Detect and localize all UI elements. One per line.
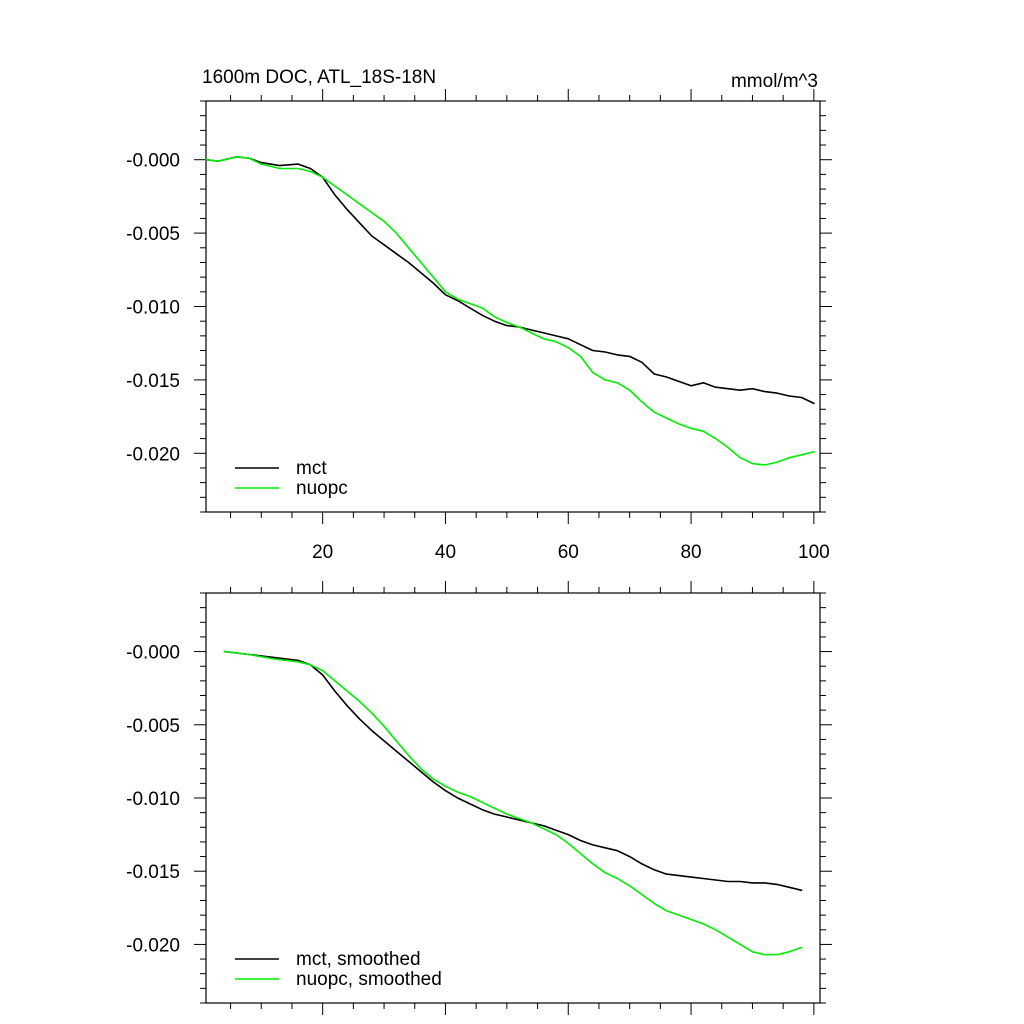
x-tick-label: 40 — [435, 542, 456, 563]
y-tick-label: -0.020 — [126, 444, 180, 465]
y-tick-label: -0.000 — [126, 151, 180, 172]
y-tick-label: -0.005 — [126, 716, 180, 737]
x-axis-ticks — [230, 581, 815, 1015]
y-tick-label: -0.015 — [126, 862, 180, 883]
x-tick-label: 80 — [680, 542, 701, 563]
y-tick-label: -0.010 — [126, 789, 180, 810]
legend-label: nuopc — [296, 478, 348, 499]
y-tick-label: -0.000 — [126, 643, 180, 664]
legend-label: mct, smoothed — [296, 949, 421, 970]
chart-panel-2: -0.000 -0.005 -0.010 -0.015 -0.020 mct, smoot… — [126, 581, 832, 1015]
x-tick-label: 60 — [558, 542, 579, 563]
x-tick-label: 20 — [312, 542, 333, 563]
x-axis-ticks — [230, 89, 815, 524]
legend-label: mct — [296, 458, 327, 479]
y-tick-label: -0.010 — [126, 298, 180, 319]
plot-frame — [205, 592, 821, 1004]
series-line-nuopc-smoothed — [223, 650, 803, 956]
chart-units-label: mmol/m^3 — [731, 71, 818, 92]
x-tick-label: 100 — [798, 542, 830, 563]
series-line-nuopc — [205, 156, 815, 466]
y-axis-ticks — [194, 100, 832, 513]
y-tick-label: -0.015 — [126, 371, 180, 392]
chart-panel-1: -0.000 -0.005 -0.010 -0.015 -0.020 20 40 60 80 10… — [126, 67, 832, 563]
chart-title: 1600m DOC, ATL_18S-18N — [202, 67, 436, 88]
y-axis-ticks — [194, 592, 832, 1004]
series-line-mct-smoothed — [223, 650, 803, 892]
plot-frame — [205, 100, 821, 513]
legend-label: nuopc, smoothed — [296, 969, 442, 990]
y-tick-label: -0.020 — [126, 935, 180, 956]
series-line-mct — [205, 156, 815, 405]
y-tick-label: -0.005 — [126, 224, 180, 245]
